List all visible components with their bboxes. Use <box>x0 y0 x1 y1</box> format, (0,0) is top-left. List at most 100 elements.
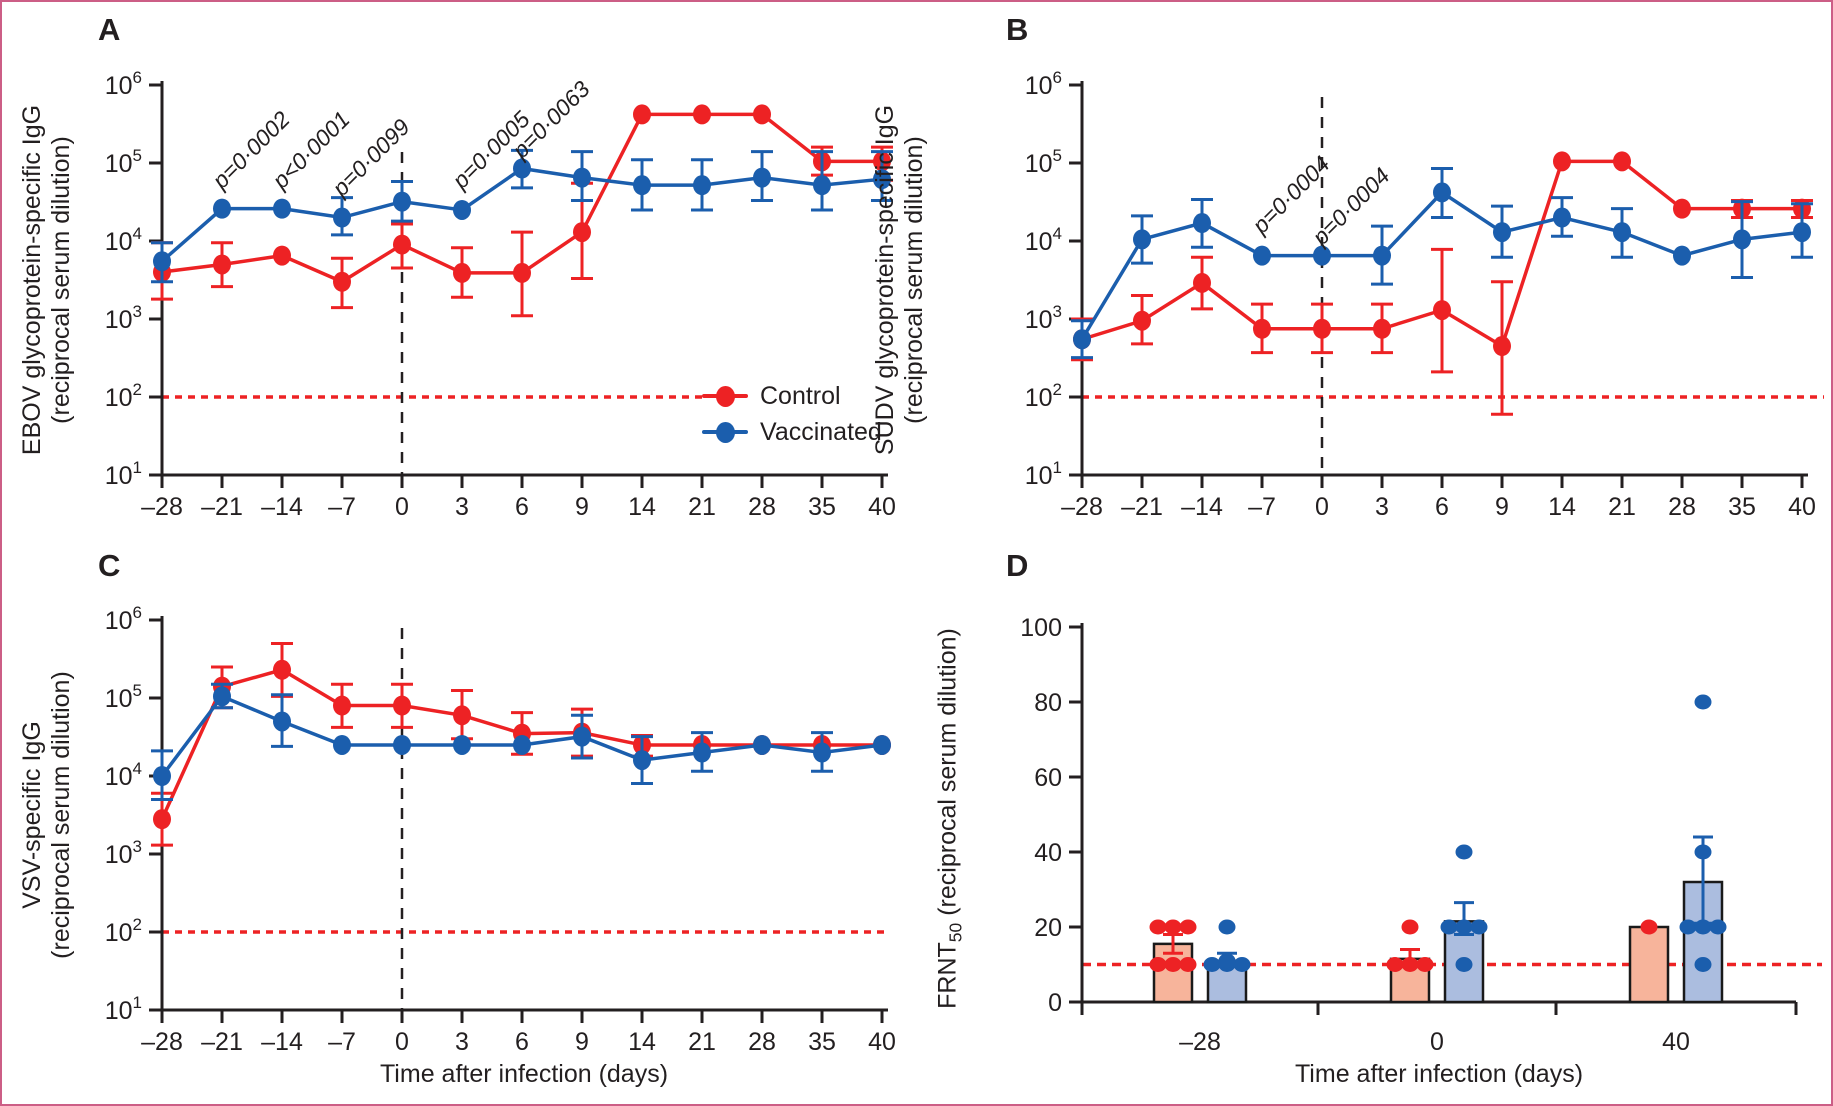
scatter-point <box>1218 953 1236 969</box>
x-tick-label: 0 <box>395 493 409 521</box>
data-point <box>1133 310 1151 331</box>
panel-letter-b: B <box>1006 12 1029 47</box>
x-axis-title-d: Time after infection (days) <box>1294 1060 1584 1088</box>
x-tick-label: 14 <box>628 1028 656 1056</box>
scatter-point <box>1455 844 1473 860</box>
data-point <box>1073 329 1091 350</box>
data-point <box>333 271 351 292</box>
x-tick-label: 14 <box>628 493 656 521</box>
x-tick-label: 28 <box>748 493 776 521</box>
y-tick-label: 104 <box>105 224 142 256</box>
data-point <box>1553 151 1571 172</box>
y-tick-label: 105 <box>1025 146 1062 178</box>
data-point <box>873 734 891 755</box>
data-point <box>1253 318 1271 339</box>
axes <box>1069 623 1798 1015</box>
data-point <box>1673 245 1691 266</box>
x-tick-label: 40 <box>868 493 896 521</box>
y-tick-label: 102 <box>105 915 142 947</box>
x-tick-label: 28 <box>748 1028 776 1056</box>
data-point <box>693 742 711 763</box>
control-marker-icon <box>702 385 748 407</box>
data-point <box>333 695 351 716</box>
data-point <box>1493 222 1511 243</box>
x-tick-label: 40 <box>1788 493 1816 521</box>
x-tick-label: 40 <box>1662 1028 1690 1056</box>
data-point <box>153 251 171 272</box>
data-point <box>453 199 471 220</box>
data-point <box>1313 318 1331 339</box>
data-point <box>333 207 351 228</box>
data-point <box>273 659 291 680</box>
data-point <box>573 726 591 747</box>
series-vaccinated <box>151 148 893 284</box>
x-tick-label: 3 <box>455 493 469 521</box>
data-point <box>273 245 291 266</box>
y-axis-title-a-line1: EBOV glycoprotein-specific IgG <box>18 104 46 456</box>
x-tick-label: –7 <box>328 1028 356 1056</box>
data-point <box>753 104 771 125</box>
data-point <box>1613 151 1631 172</box>
y-tick-label: 104 <box>1025 224 1062 256</box>
x-tick-label: 21 <box>1608 493 1636 521</box>
legend-label-vaccinated: Vaccinated <box>760 417 882 446</box>
data-point <box>1793 222 1811 243</box>
data-point <box>213 198 231 219</box>
x-tick-label: –28 <box>141 493 183 521</box>
data-point <box>753 167 771 188</box>
scatter-point <box>1386 957 1404 972</box>
data-point <box>693 104 711 125</box>
x-tick-label: –7 <box>328 493 356 521</box>
x-tick-label: –21 <box>201 493 243 521</box>
y-tick-label: 101 <box>105 458 142 490</box>
data-point <box>633 750 651 771</box>
x-tick-label: 3 <box>455 1028 469 1056</box>
scatter-point <box>1416 957 1434 972</box>
panel-D-plot: 0 20 40 60 80 100 –28 0 40 <box>1020 614 1822 1056</box>
y-tick-label: 80 <box>1034 689 1062 717</box>
panel-B-plot: 106 105 104 103 102 101 –28 –21 –14 –7 0 3 6 9 14 21 28 3… <box>1025 68 1824 521</box>
data-point <box>573 167 591 188</box>
data-point <box>273 198 291 219</box>
bar-group-–28 <box>1149 919 1251 1004</box>
x-tick-label: –28 <box>1061 493 1103 521</box>
y-axis-title-c-line2: (reciprocal serum dilution) <box>47 671 75 959</box>
series-vaccinated <box>1071 167 1813 360</box>
scatter-point <box>1694 919 1712 935</box>
bar-group-40 <box>1628 694 1727 1004</box>
scatter-point <box>1164 919 1182 935</box>
x-tick-label: 14 <box>1548 493 1576 521</box>
data-point <box>1193 213 1211 234</box>
data-point <box>1553 207 1571 228</box>
x-tick-label: –21 <box>1121 493 1163 521</box>
data-point <box>573 222 591 243</box>
y-axis-title-d-text: FRNT50 (reciprocal serum dilution) <box>933 628 966 1009</box>
data-point <box>513 262 531 283</box>
y-tick-label: 0 <box>1048 989 1062 1017</box>
panel-letter-a: A <box>98 12 121 47</box>
y-tick-label: 101 <box>105 993 142 1025</box>
scatter-point <box>1401 919 1419 935</box>
data-point <box>393 695 411 716</box>
x-tick-label: 35 <box>1728 493 1756 521</box>
data-point <box>213 254 231 275</box>
x-tick-label: 9 <box>575 1028 589 1056</box>
bar-group-0 <box>1386 844 1488 1004</box>
data-point <box>873 169 891 190</box>
x-tick-label: 6 <box>1435 493 1449 521</box>
scatter-point <box>1455 957 1473 972</box>
data-point <box>1253 245 1271 266</box>
x-tick-label: –14 <box>1181 493 1223 521</box>
data-point <box>1193 272 1211 293</box>
x-tick-label: 0 <box>395 1028 409 1056</box>
legend-item-control: Control <box>702 379 882 413</box>
scatter-point <box>1179 919 1197 935</box>
data-point <box>453 705 471 726</box>
data-point <box>393 734 411 755</box>
x-tick-label: –28 <box>141 1028 183 1056</box>
data-point <box>213 686 231 707</box>
data-point <box>1373 245 1391 266</box>
data-point <box>633 175 651 196</box>
